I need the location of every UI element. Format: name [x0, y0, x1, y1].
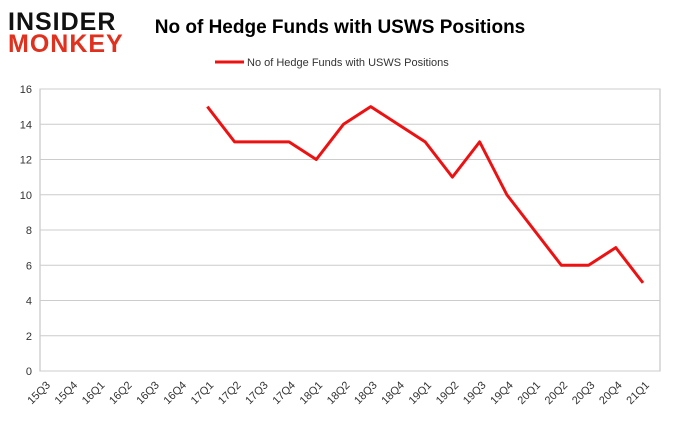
x-tick-label: 20Q1: [516, 379, 544, 407]
y-tick-label: 12: [20, 155, 32, 167]
x-tick-label: 19Q3: [461, 379, 489, 407]
x-tick-label: 15Q4: [53, 379, 81, 407]
x-tick-label: 18Q2: [325, 379, 353, 407]
x-tick-label: 16Q4: [162, 379, 190, 407]
x-tick-label: 16Q3: [134, 379, 162, 407]
x-tick-label: 21Q1: [624, 379, 652, 407]
x-tick-label: 20Q4: [597, 379, 625, 407]
logo-line-2: MONKEY: [8, 30, 124, 58]
x-tick-label: 19Q1: [407, 379, 435, 407]
data-line: [206, 105, 645, 284]
y-tick-label: 2: [26, 331, 32, 343]
x-tick-label: 17Q3: [243, 379, 271, 407]
y-tick-label: 4: [26, 296, 32, 308]
y-tick-label: 10: [20, 190, 32, 202]
x-tick-label: 16Q1: [80, 379, 108, 407]
x-tick-label: 18Q1: [298, 379, 326, 407]
x-tick-label: 17Q4: [270, 379, 298, 407]
logo-line-1: INSIDER: [8, 8, 116, 36]
x-tick-label: 17Q1: [189, 379, 217, 407]
y-tick-label: 6: [26, 260, 32, 272]
x-tick-label: 20Q3: [570, 379, 598, 407]
y-tick-label: 8: [26, 225, 32, 237]
legend-label: No of Hedge Funds with USWS Positions: [247, 57, 449, 69]
x-tick-label: 17Q2: [216, 379, 244, 407]
y-tick-label: 0: [26, 366, 32, 378]
x-tick-label: 19Q4: [488, 379, 516, 407]
y-tick-label: 16: [20, 84, 32, 96]
x-tick-label: 15Q3: [25, 379, 53, 407]
x-tick-label: 18Q3: [352, 379, 380, 407]
y-tick-label: 14: [20, 119, 32, 131]
chart-title: No of Hedge Funds with USWS Positions: [155, 17, 526, 38]
x-tick-label: 18Q4: [379, 379, 407, 407]
x-tick-label: 19Q2: [434, 379, 462, 407]
x-tick-label: 16Q2: [107, 379, 135, 407]
x-tick-label: 20Q2: [543, 379, 571, 407]
